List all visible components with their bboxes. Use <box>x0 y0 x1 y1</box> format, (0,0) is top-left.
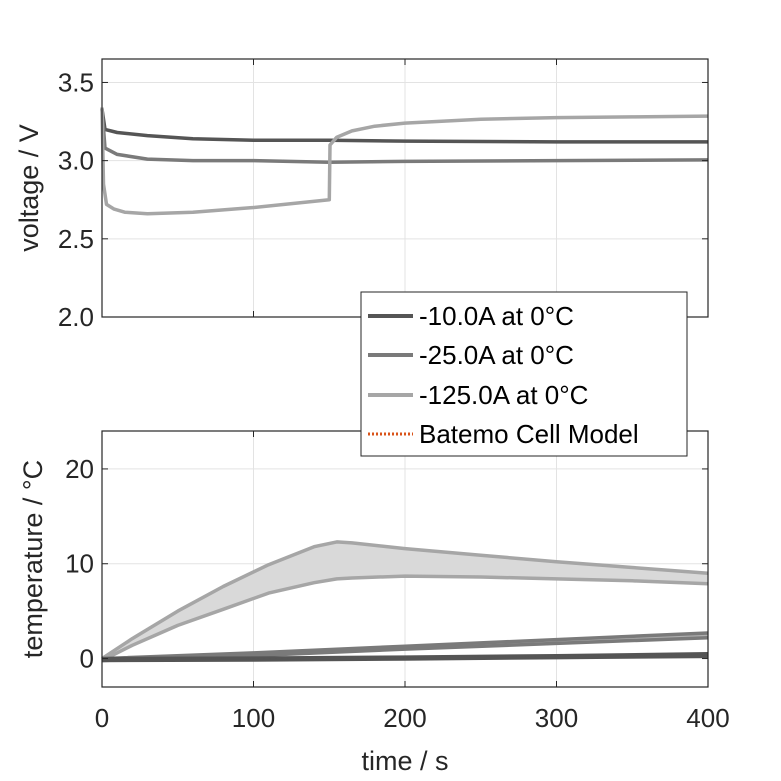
temperature-lower-line-0 <box>101 654 709 663</box>
legend-label-10a: -10.0A at 0°C <box>419 301 574 331</box>
temperature-y-axis-label: temperature / °C <box>18 460 48 658</box>
legend-box <box>360 291 688 457</box>
voltage-plot: 2.0 2.5 3.0 3.5 voltage / V <box>14 58 709 332</box>
voltage-y-tick-label: 2.0 <box>58 302 94 332</box>
voltage-y-axis-label: voltage / V <box>14 124 44 252</box>
temperature-x-tick-label: 200 <box>383 703 426 733</box>
temperature-series <box>101 540 709 663</box>
voltage-series-line-1 <box>100 108 709 164</box>
legend-label-batemo: Batemo Cell Model <box>419 419 639 449</box>
voltage-series <box>100 107 709 216</box>
voltage-series-line-2 <box>100 107 709 216</box>
temperature-upper-line-1 <box>101 631 709 661</box>
temperature-upper-line-2 <box>101 540 709 661</box>
time-x-axis-label: time / s <box>361 746 448 776</box>
temperature-y-tick-label: 20 <box>65 454 94 484</box>
temperature-x-tick-label: 400 <box>686 703 729 733</box>
temperature-y-tick-label: 10 <box>65 549 94 579</box>
temperature-plot: 0 100 200 300 400 0 10 20 temperature / °C time… <box>18 430 730 776</box>
voltage-y-tick-label: 3.5 <box>58 67 94 97</box>
temperature-upper-line-0 <box>101 652 709 661</box>
legend-label-25a: -25.0A at 0°C <box>419 340 574 370</box>
voltage-y-tick-label: 3.0 <box>58 146 94 176</box>
temperature-y-tick-label: 0 <box>80 644 94 674</box>
legend-label-125a: -125.0A at 0°C <box>419 380 588 410</box>
voltage-y-tick-label: 2.5 <box>58 224 94 254</box>
temperature-band-2 <box>102 541 708 661</box>
temperature-x-tick-label: 300 <box>535 703 578 733</box>
temperature-x-tick-label: 100 <box>232 703 275 733</box>
legend: -10.0A at 0°C -25.0A at 0°C -125.0A at 0… <box>360 291 688 457</box>
temperature-ticks: 0 100 200 300 400 0 10 20 <box>65 431 730 733</box>
temperature-x-tick-label: 0 <box>95 703 109 733</box>
voltage-series-line-0 <box>100 108 708 144</box>
temperature-lower-line-2 <box>101 574 709 663</box>
